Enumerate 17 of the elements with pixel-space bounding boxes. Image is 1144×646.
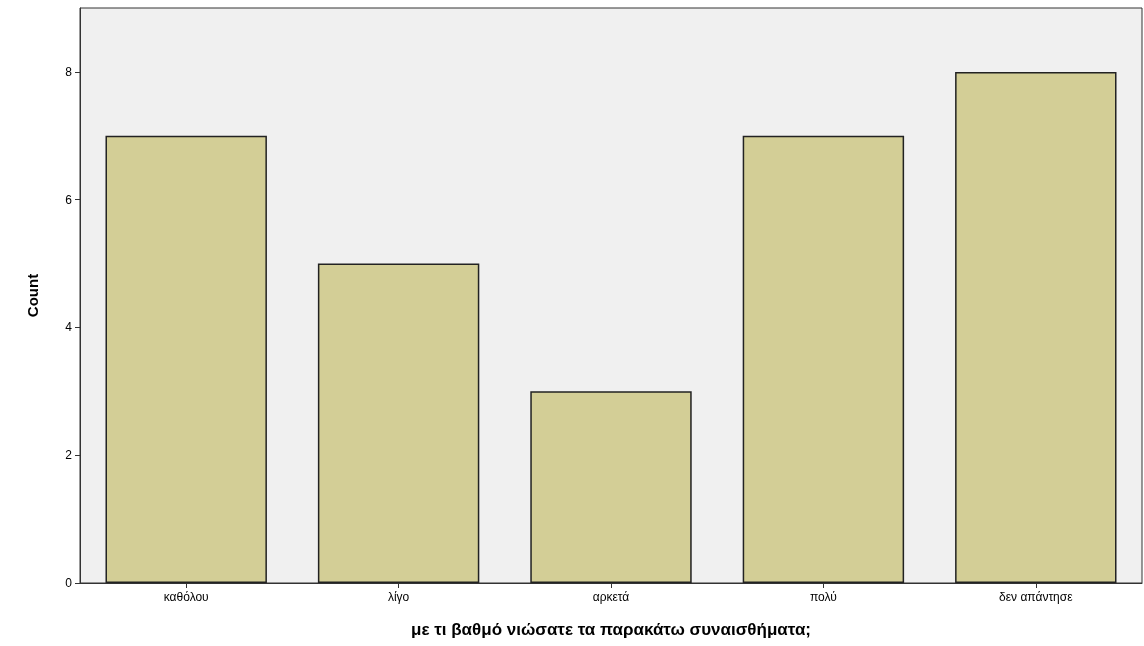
y-tick-label: 0: [65, 576, 73, 590]
x-tick-label: καθόλου: [163, 590, 209, 604]
x-axis-title: με τι βαθμό νιώσατε τα παρακάτω συναισθήματα;: [411, 620, 811, 639]
bar: [742, 135, 905, 583]
y-tick-label: 4: [65, 320, 73, 335]
bar: [105, 135, 267, 583]
x-tick-label: λίγο: [387, 590, 410, 604]
y-axis-title: Count: [24, 273, 41, 318]
y-tick-label: 8: [65, 64, 73, 79]
x-tick-label: πολύ: [809, 590, 837, 604]
y-tick-label: 2: [65, 448, 73, 463]
x-tick-label: δεν απάντησε: [999, 590, 1074, 604]
bar: [317, 263, 480, 583]
y-tick-label: 6: [65, 192, 73, 207]
bar: [955, 71, 1117, 583]
bar: [530, 391, 692, 583]
x-tick-label: αρκετά: [592, 590, 630, 604]
